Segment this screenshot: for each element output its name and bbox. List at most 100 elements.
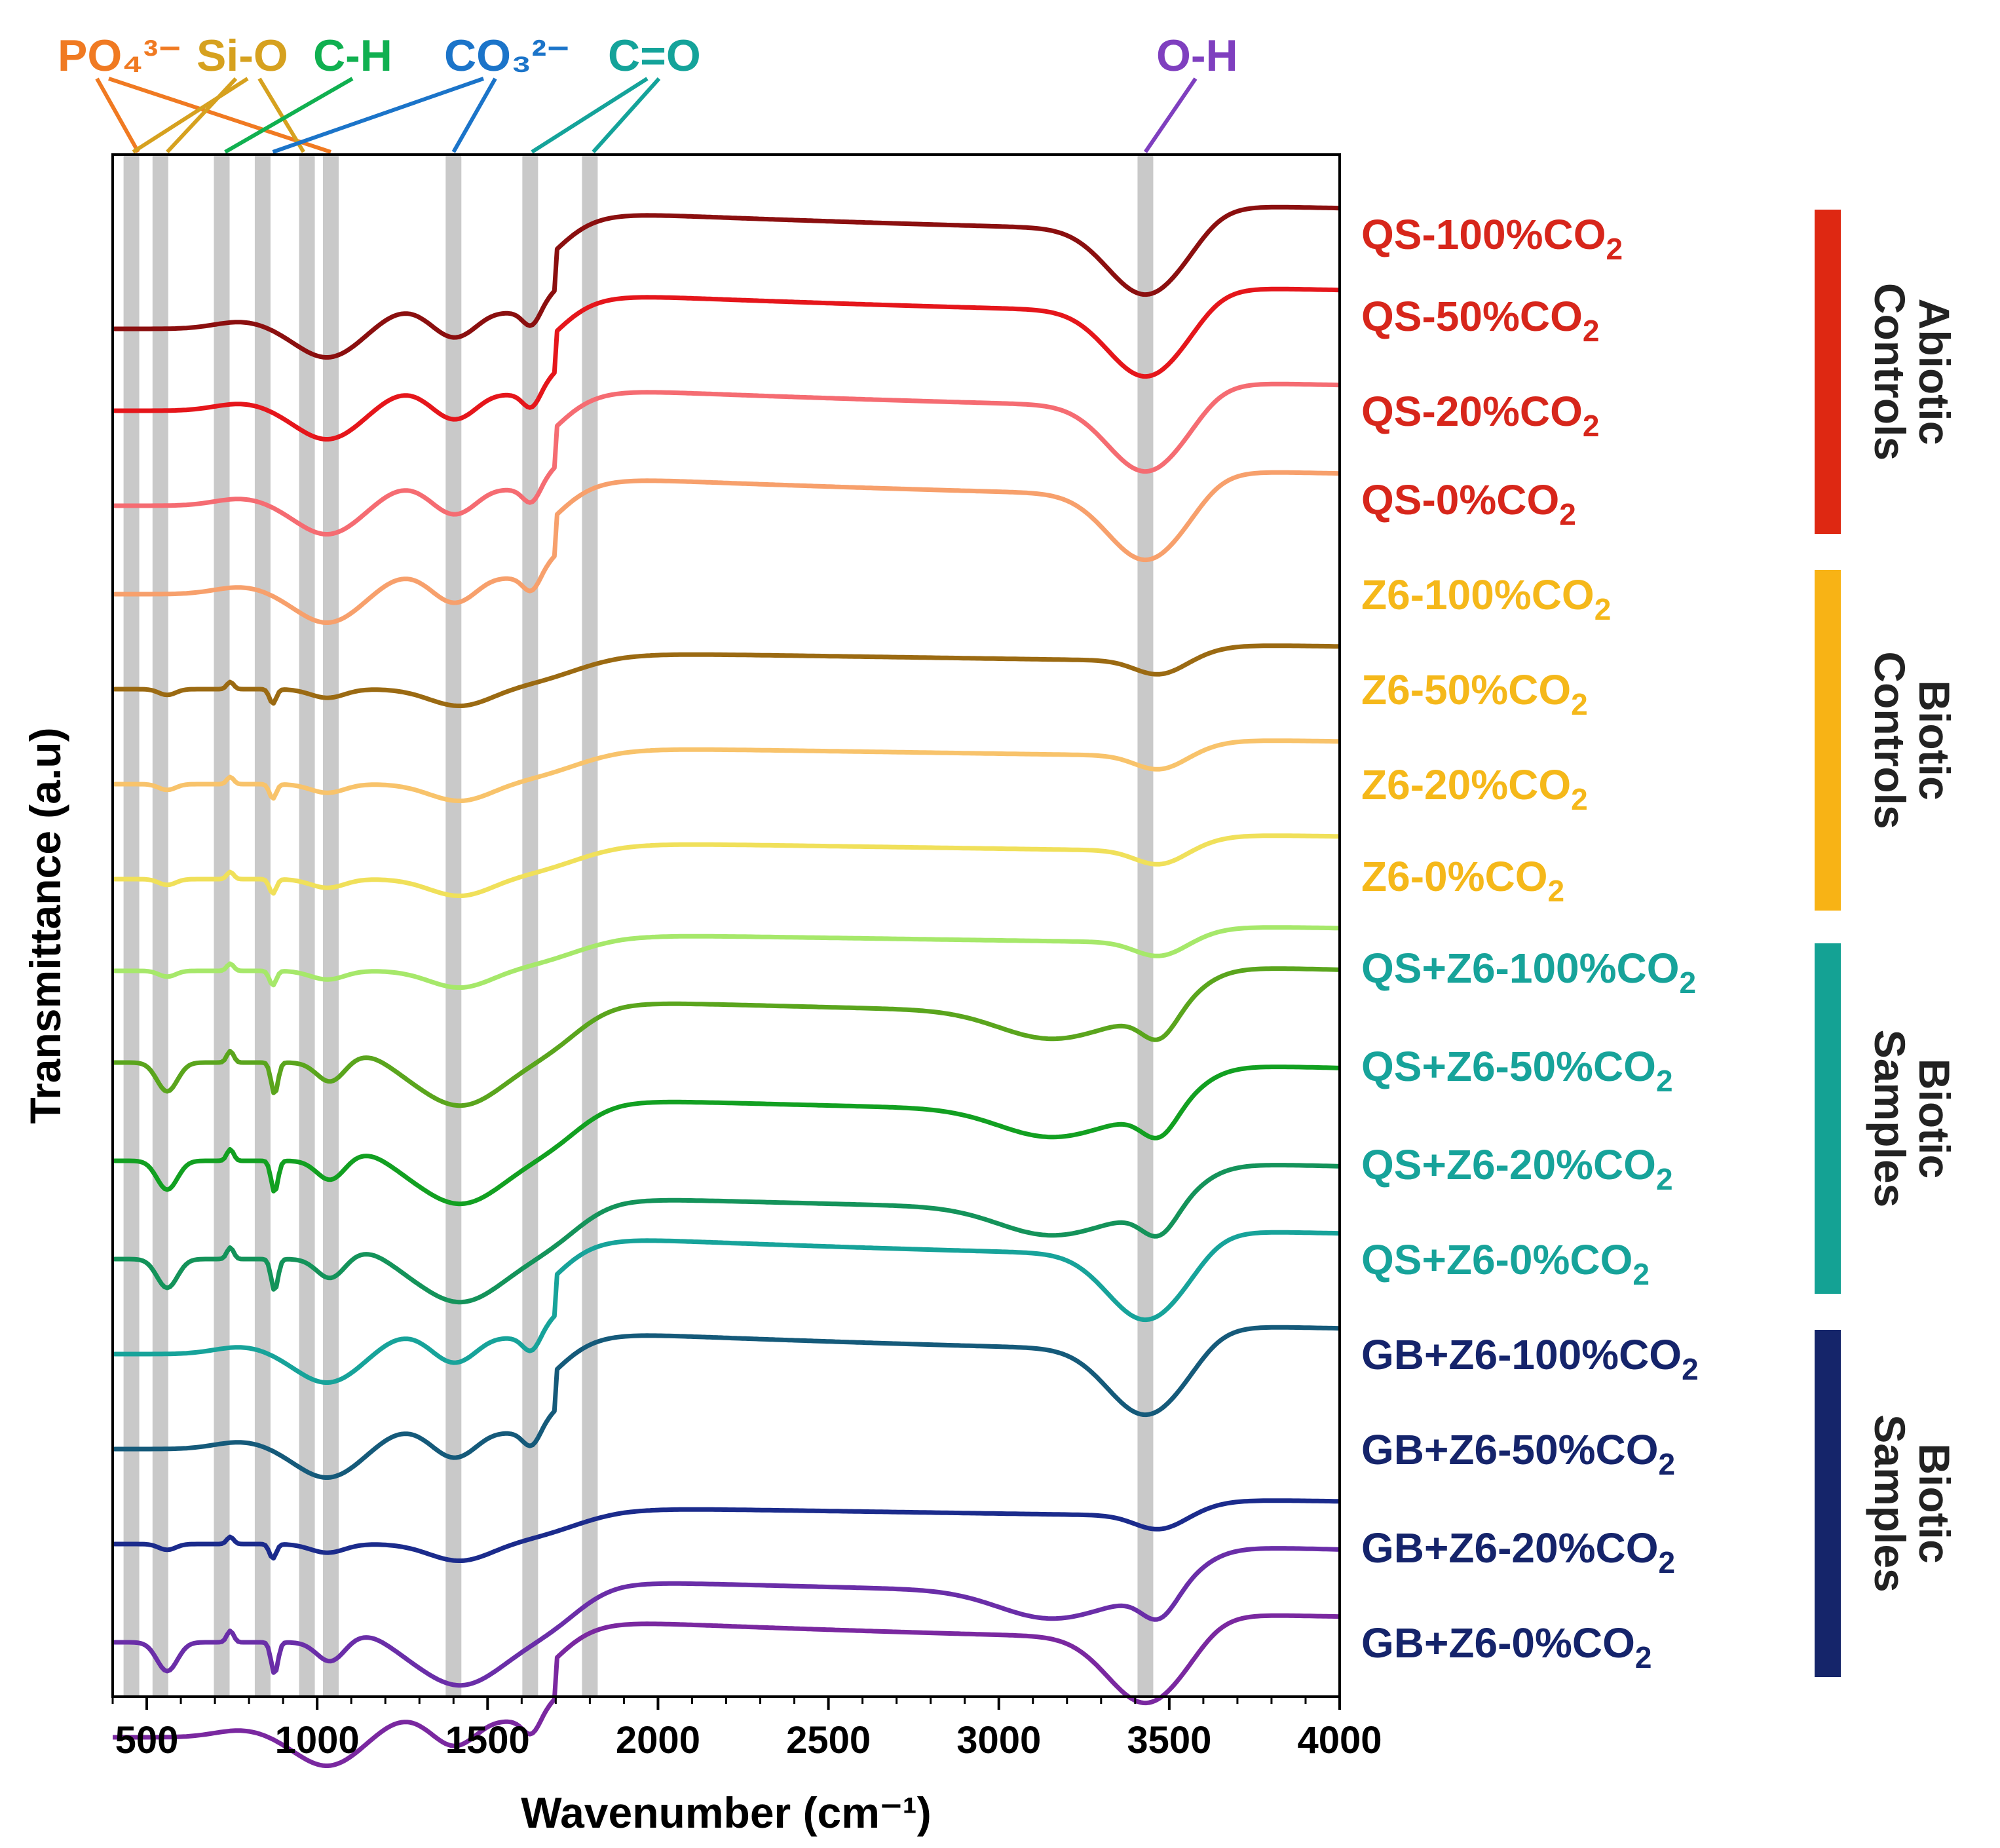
series-label-8: QS+Z6-100%CO2 [1361,945,1696,1000]
series-label-sub-5: 2 [1571,687,1588,721]
series-label-sub-15: 2 [1635,1640,1652,1674]
band-label-1: Si-O [197,31,288,81]
series-line-2 [113,381,1340,537]
series-line-6 [113,833,1340,898]
band-pointer-2-0 [224,77,354,154]
x-tick-label-500: 500 [115,1719,179,1762]
series-label-11: QS+Z6-0%CO2 [1361,1236,1650,1291]
series-line-14 [113,1546,1340,1688]
series-label-7: Z6-0%CO2 [1361,853,1564,908]
series-line-3 [113,470,1340,625]
series-label-sub-1: 2 [1583,314,1600,348]
series-label-3: QS-0%CO2 [1361,476,1576,531]
y-axis-label: Transmittance (a.u) [21,727,69,1123]
band-pointer-0-0 [95,77,140,153]
group-label-3-line1: Biotic [1910,1443,1959,1563]
series-label-6: Z6-20%CO2 [1361,761,1588,816]
group-label-2-line2: Samples [1866,1030,1914,1207]
band-pointer-5-0 [1143,77,1198,153]
series-label-sub-7: 2 [1548,874,1565,908]
band-highlight-2 [214,155,230,1697]
group-legend: AbioticControlsBioticControlsBioticSampl… [1815,210,1959,1677]
series-label-9: QS+Z6-50%CO2 [1361,1043,1673,1098]
series-line-4 [113,643,1340,708]
band-pointer-0-1 [108,77,331,154]
series-label-15: GB+Z6-0%CO2 [1361,1619,1651,1674]
group-bar-1 [1815,570,1841,911]
series-label-13: GB+Z6-50%CO2 [1361,1426,1675,1481]
x-tick-label-2500: 2500 [786,1719,871,1762]
series-label-sub-2: 2 [1583,409,1600,443]
spectra [113,204,1340,1768]
band-highlight-6 [445,155,462,1697]
band-highlight-0 [123,155,140,1697]
group-label-0-line2: Controls [1866,283,1914,461]
series-line-11 [113,1230,1340,1385]
series-line-0 [113,204,1340,360]
series-label-sub-8: 2 [1680,966,1697,1000]
band-pointer-3-1 [451,77,497,153]
band-pointer-1-1 [132,77,249,154]
series-label-10: QS+Z6-20%CO2 [1361,1141,1673,1196]
series-label-sub-6: 2 [1571,782,1588,816]
series-line-7 [113,925,1340,990]
band-pointer-1-0 [166,77,238,154]
series-label-sub-11: 2 [1632,1257,1650,1291]
group-label-3-line2: Samples [1866,1414,1914,1592]
band-label-2: C-H [313,31,392,81]
band-pointer-1-2 [257,77,305,153]
group-bar-3 [1815,1330,1841,1677]
series-line-5 [113,738,1340,803]
x-tick-label-4000: 4000 [1297,1719,1382,1762]
series-label-14: GB+Z6-20%CO2 [1361,1524,1675,1579]
band-pointer-4-1 [592,77,661,154]
group-bar-2 [1815,943,1841,1294]
band-pointer-4-0 [531,77,649,154]
x-tick-label-3500: 3500 [1127,1719,1211,1762]
band-highlight-3 [254,155,271,1697]
series-line-8 [113,966,1340,1108]
band-highlights [123,155,1154,1697]
series-label-sub-9: 2 [1656,1064,1673,1098]
series-line-1 [113,286,1340,442]
x-tick-label-1500: 1500 [445,1719,530,1762]
x-tick-label-3000: 3000 [956,1719,1041,1762]
series-line-9 [113,1065,1340,1207]
x-tick-label-1000: 1000 [275,1719,360,1762]
series-label-sub-14: 2 [1658,1545,1675,1579]
group-label-1-line2: Controls [1866,651,1914,829]
band-pointer-3-0 [272,77,484,154]
band-highlight-4 [299,155,315,1697]
series-label-1: QS-50%CO2 [1361,293,1599,348]
band-highlight-8 [582,155,598,1697]
group-label-0-line1: Abiotic [1910,299,1959,445]
x-axis-label: Wavenumber (cm⁻¹) [521,1788,931,1837]
x-axis: 500 1000 1500 2000 2500 3000 3500 4000 [111,1697,1382,1762]
band-label-3: CO₃²⁻ [444,31,570,81]
series-label-2: QS-20%CO2 [1361,388,1599,443]
series-line-10 [113,1163,1340,1305]
series-label-sub-10: 2 [1656,1162,1673,1196]
series-label-sub-0: 2 [1606,232,1623,266]
group-label-2-line1: Biotic [1910,1059,1959,1179]
band-label-4: C=O [608,31,701,81]
series-label-5: Z6-50%CO2 [1361,666,1588,721]
series-label-sub-12: 2 [1682,1352,1699,1386]
group-label-1-line1: Biotic [1910,680,1959,800]
band-label-5: O-H [1156,31,1238,81]
series-label-sub-3: 2 [1559,497,1576,531]
band-highlight-1 [152,155,168,1697]
series-line-12 [113,1325,1340,1480]
band-annotations: PO₄³⁻ Si-O C-H CO₃²⁻ C=O O-H [58,31,1238,154]
series-line-13 [113,1498,1340,1563]
series-label-sub-13: 2 [1658,1447,1675,1481]
band-highlight-9 [1137,155,1154,1697]
series-label-0: QS-100%CO2 [1361,211,1623,266]
band-label-0: PO₄³⁻ [58,31,181,81]
series-label-sub-4: 2 [1594,592,1612,626]
series-label-12: GB+Z6-100%CO2 [1361,1331,1699,1386]
x-tick-label-2000: 2000 [616,1719,700,1762]
band-highlight-7 [522,155,538,1697]
band-highlight-5 [322,155,339,1697]
